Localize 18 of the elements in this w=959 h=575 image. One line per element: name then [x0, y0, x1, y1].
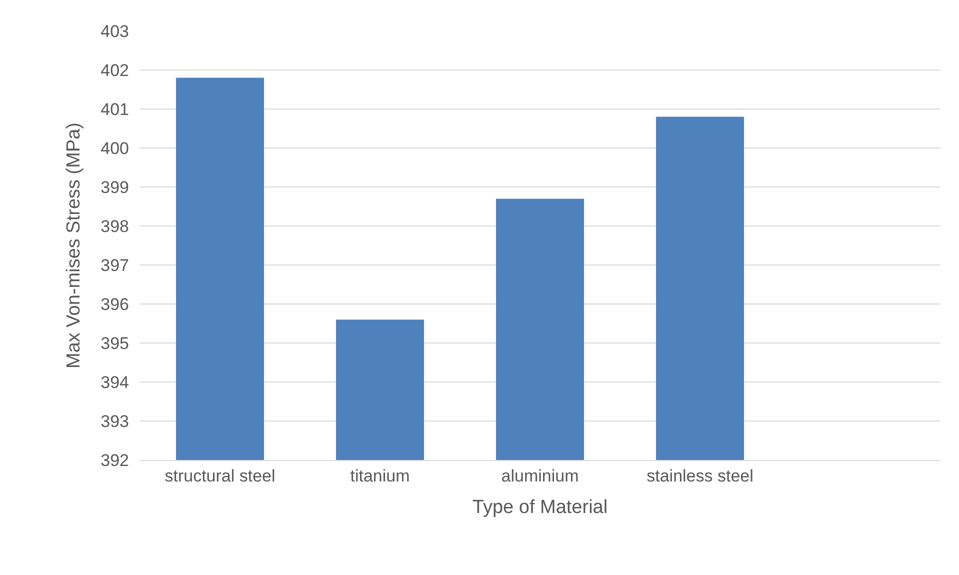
x-tick-label: titanium: [350, 466, 410, 486]
y-tick-label: 397: [100, 256, 129, 275]
y-tick-label: 399: [100, 178, 129, 197]
y-tick-label: 398: [100, 216, 129, 236]
y-tick-label: 392: [100, 450, 129, 470]
y-tick-label: 403: [100, 22, 129, 41]
y-tick-label: 400: [100, 138, 129, 158]
y-tick-label: 395: [100, 334, 129, 353]
y-tick-label: 402: [100, 60, 129, 80]
x-tick-label: stainless steel: [646, 466, 754, 486]
y-tick-label: 393: [100, 412, 129, 431]
y-tick-label: 396: [100, 294, 129, 314]
y-tick-label: 401: [100, 100, 129, 119]
y-axis-title: Max Von-mises Stress (MPa): [63, 122, 84, 368]
y-tick-label: 394: [100, 372, 129, 392]
x-axis-title: Type of Material: [472, 497, 608, 518]
x-tick-label: structural steel: [164, 466, 276, 486]
x-tick-label: aluminium: [501, 466, 579, 486]
